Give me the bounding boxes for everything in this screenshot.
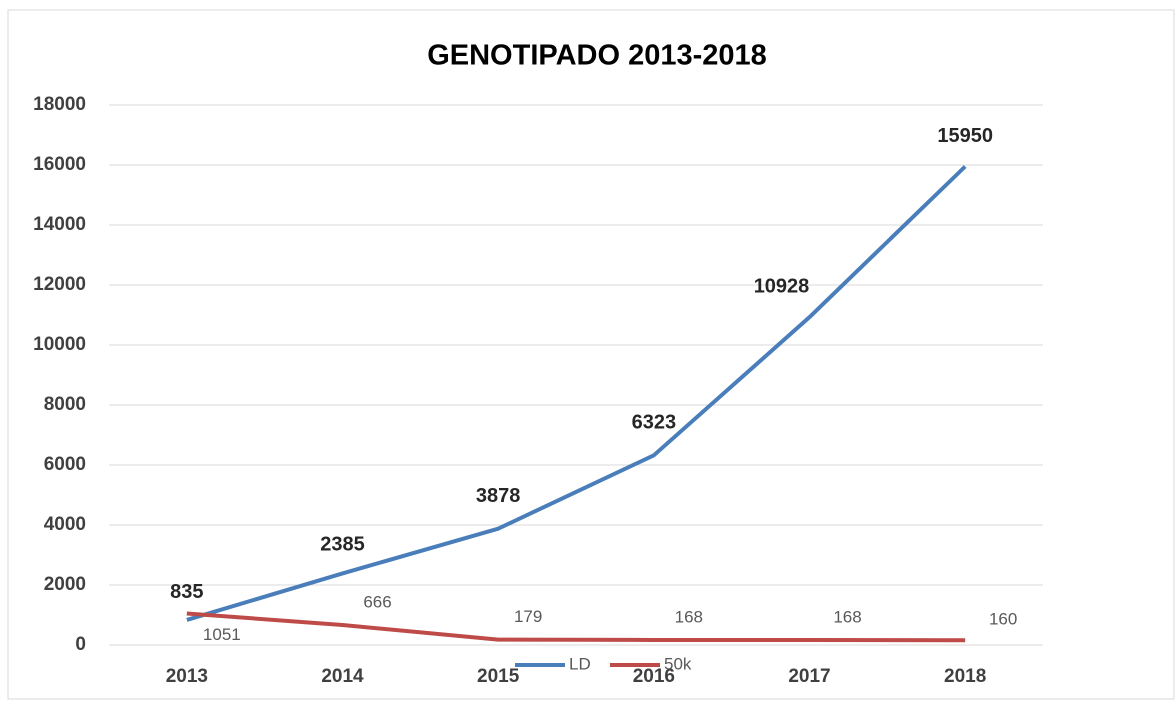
y-tick-label: 12000 bbox=[33, 274, 86, 295]
data-label: 6323 bbox=[632, 412, 677, 434]
data-label: 168 bbox=[833, 607, 861, 626]
y-tick-label: 14000 bbox=[33, 214, 86, 235]
chart-frame bbox=[7, 9, 1175, 700]
x-tick-label: 2018 bbox=[944, 666, 986, 687]
data-label: 666 bbox=[363, 593, 391, 612]
x-tick-label: 2016 bbox=[633, 666, 675, 687]
series-line bbox=[186, 611, 966, 643]
legend-label: 50k bbox=[664, 654, 692, 673]
data-label: 10928 bbox=[754, 275, 810, 297]
data-label: 160 bbox=[989, 610, 1017, 629]
y-tick-label: 18000 bbox=[33, 94, 86, 115]
x-tick-label: 2014 bbox=[321, 666, 364, 687]
series-line bbox=[186, 165, 967, 622]
y-tick-label: 16000 bbox=[33, 154, 86, 175]
data-label: 1051 bbox=[203, 625, 241, 644]
data-label: 3878 bbox=[476, 485, 521, 507]
y-tick-label: 6000 bbox=[44, 454, 86, 475]
x-tick-label: 2017 bbox=[788, 666, 830, 687]
y-tick-label: 0 bbox=[75, 634, 86, 655]
data-label: 15950 bbox=[937, 125, 993, 147]
y-tick-label: 2000 bbox=[44, 574, 86, 595]
data-label: 2385 bbox=[320, 534, 365, 556]
x-tick-label: 2013 bbox=[166, 666, 208, 687]
y-tick-label: 8000 bbox=[44, 394, 86, 415]
data-label: 179 bbox=[514, 607, 542, 626]
y-tick-label: 10000 bbox=[33, 334, 86, 355]
x-tick-label: 2015 bbox=[477, 666, 520, 687]
data-label: 835 bbox=[170, 581, 203, 603]
chart-title: GENOTIPADO 2013-2018 bbox=[427, 40, 767, 72]
data-label: 168 bbox=[675, 607, 703, 626]
y-tick-label: 4000 bbox=[44, 514, 86, 535]
legend-label: LD bbox=[569, 654, 591, 673]
